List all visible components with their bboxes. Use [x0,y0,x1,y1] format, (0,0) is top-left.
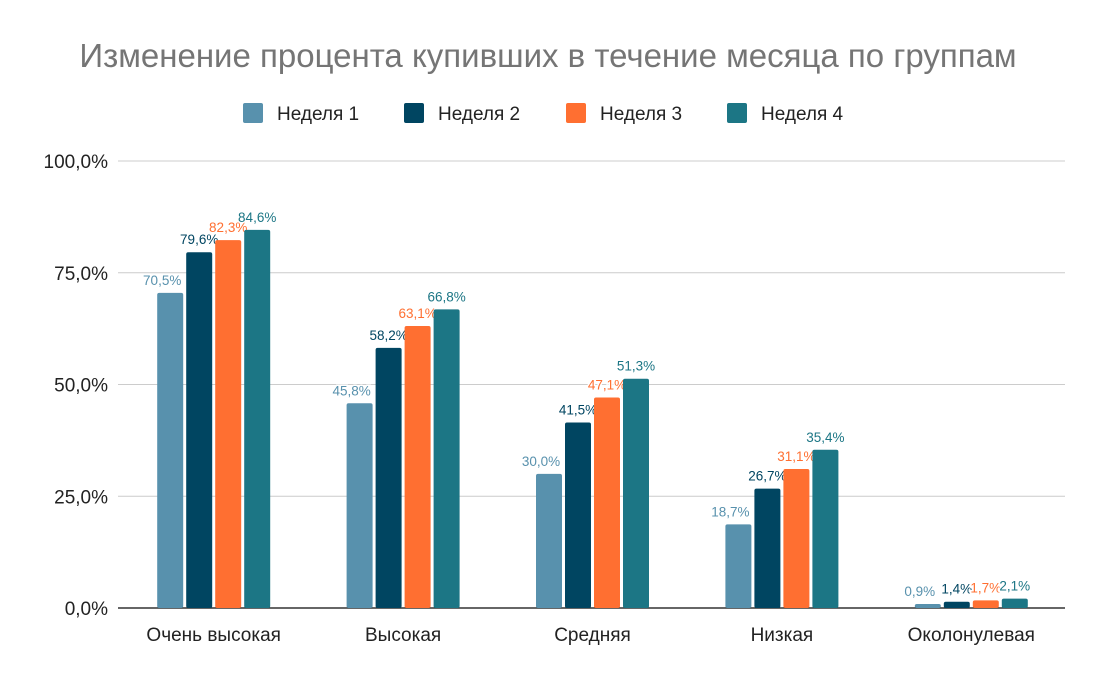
y-tick-label: 0,0% [65,599,108,620]
legend-label: Неделя 3 [600,104,682,125]
data-label: 66,8% [427,289,465,304]
y-tick-label: 50,0% [54,376,108,397]
data-label: 41,5% [559,402,597,417]
x-tick-label: Околонулевая [908,625,1035,646]
bar [244,229,271,608]
bar [972,600,999,608]
legend-swatch [243,103,263,123]
legend-item: Неделя 3 [566,103,682,125]
bar [346,403,373,608]
data-label: 45,8% [332,383,370,398]
y-tick-label: 100,0% [44,152,109,173]
bar [186,252,213,609]
data-label: 51,3% [617,359,655,374]
legend-label: Неделя 4 [761,104,844,125]
legend-swatch [727,103,747,123]
bar [1001,598,1028,608]
bar [725,524,752,608]
legend-item: Неделя 2 [404,103,520,125]
bar [433,309,460,608]
bar [565,422,591,608]
legend-swatch [404,103,424,123]
data-label: 26,7% [748,469,786,484]
legend-label: Неделя 1 [277,104,359,125]
bar [215,240,242,608]
data-label: 35,4% [806,430,844,445]
y-tick-label: 25,0% [54,487,108,508]
data-label: 47,1% [588,377,626,392]
legend-label: Неделя 2 [438,104,520,125]
x-tick-label: Очень высокая [146,625,281,646]
data-label: 79,6% [180,232,218,247]
x-axis-labels: Очень высокая Высокая Средняя Низкая Околону… [146,625,1035,646]
data-label: 58,2% [369,328,407,343]
gridlines: 0,0% 25,0% 50,0% 75,0% 100,0% [44,152,1065,620]
legend-swatch [566,103,586,123]
data-label: 30,0% [522,454,560,469]
data-label: 31,1% [777,449,815,464]
data-label: 18,7% [711,504,749,519]
bar [914,603,941,608]
data-label: 1,4% [941,582,972,597]
data-label: 2,1% [999,579,1030,594]
data-label: 70,5% [143,273,181,288]
bars: 70,5% 79,6%82,3%84,6% 45,8% 58,2% 63,1% 66,8%… [142,208,1032,609]
bar [812,449,839,608]
legend-item: Неделя 4 [727,103,844,125]
legend: Неделя 1 Неделя 2 Неделя 3 Неделя 4 [243,103,844,125]
data-label: 63,1% [398,306,436,321]
bar [594,397,620,608]
chart-title: Изменение процента купивших в течение ме… [79,37,1016,74]
y-tick-label: 75,0% [54,264,108,285]
bar [375,347,402,608]
x-tick-label: Низкая [751,625,814,646]
data-label: 1,7% [970,580,1001,595]
x-tick-label: Высокая [365,625,441,646]
bar [623,378,649,608]
x-tick-label: Средняя [554,625,631,646]
data-label: 82,3% [209,220,247,235]
bar [157,292,184,608]
bar [754,488,781,608]
bar [404,325,431,608]
bar [783,468,810,608]
data-label: 84,6% [238,210,276,225]
bar [943,601,970,608]
bar [536,473,562,608]
data-label: 0,9% [904,584,935,599]
legend-item: Неделя 1 [243,103,359,125]
